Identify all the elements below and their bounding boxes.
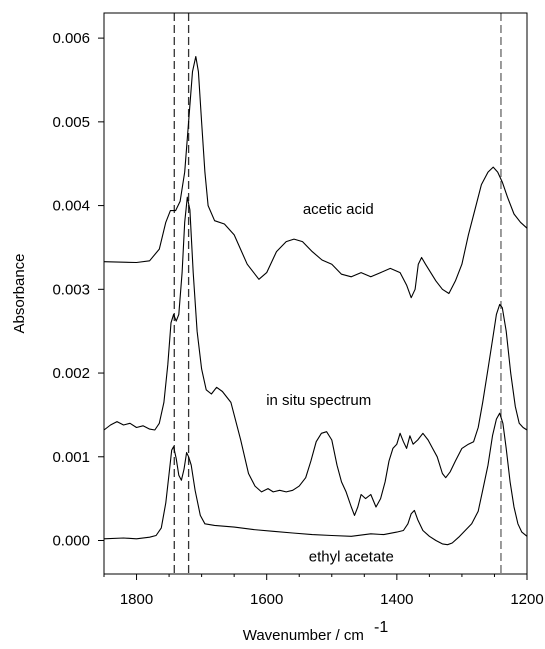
- y-tick-label: 0.002: [52, 365, 90, 382]
- series-line-ethyl-acetate: [103, 412, 528, 546]
- x-tick-label: 1600: [250, 591, 283, 608]
- series-labels: acetic acid in situ spectrum ethyl acetate: [266, 201, 394, 565]
- x-axis: 1800 1600 1400 1200: [103, 574, 544, 608]
- x-tick-label: 1800: [120, 591, 153, 608]
- y-tick-label: 0.004: [52, 198, 90, 215]
- x-axis-title-text: Wavenumber / cm: [243, 627, 364, 644]
- reference-lines: [173, 13, 502, 574]
- y-tick-label: 0.005: [52, 114, 90, 131]
- series-label-in-situ-spectrum: in situ spectrum: [266, 392, 371, 409]
- x-axis-title: Wavenumber / cm -1: [243, 619, 389, 644]
- x-tick-label: 1400: [380, 591, 413, 608]
- y-axis: 0.000 0.001 0.002 0.003 0.004 0.005 0.006: [52, 30, 104, 550]
- series-line-in-situ-spectrum: [103, 196, 528, 516]
- x-tick-label: 1200: [510, 591, 543, 608]
- series-lines: [103, 55, 528, 546]
- y-tick-label: 0.000: [52, 533, 90, 550]
- plot-area: acetic acid in situ spectrum ethyl acetate: [103, 13, 528, 574]
- y-tick-label: 0.003: [52, 281, 90, 298]
- series-label-acetic-acid: acetic acid: [303, 201, 374, 218]
- series-line-acetic-acid: [103, 55, 528, 299]
- plot-frame: [103, 12, 528, 575]
- series-label-ethyl-acetate: ethyl acetate: [309, 548, 394, 565]
- y-axis-title: Absorbance: [11, 253, 28, 333]
- y-tick-label: 0.006: [52, 30, 90, 47]
- y-tick-label: 0.001: [52, 449, 90, 466]
- x-axis-title-superscript: -1: [374, 619, 388, 636]
